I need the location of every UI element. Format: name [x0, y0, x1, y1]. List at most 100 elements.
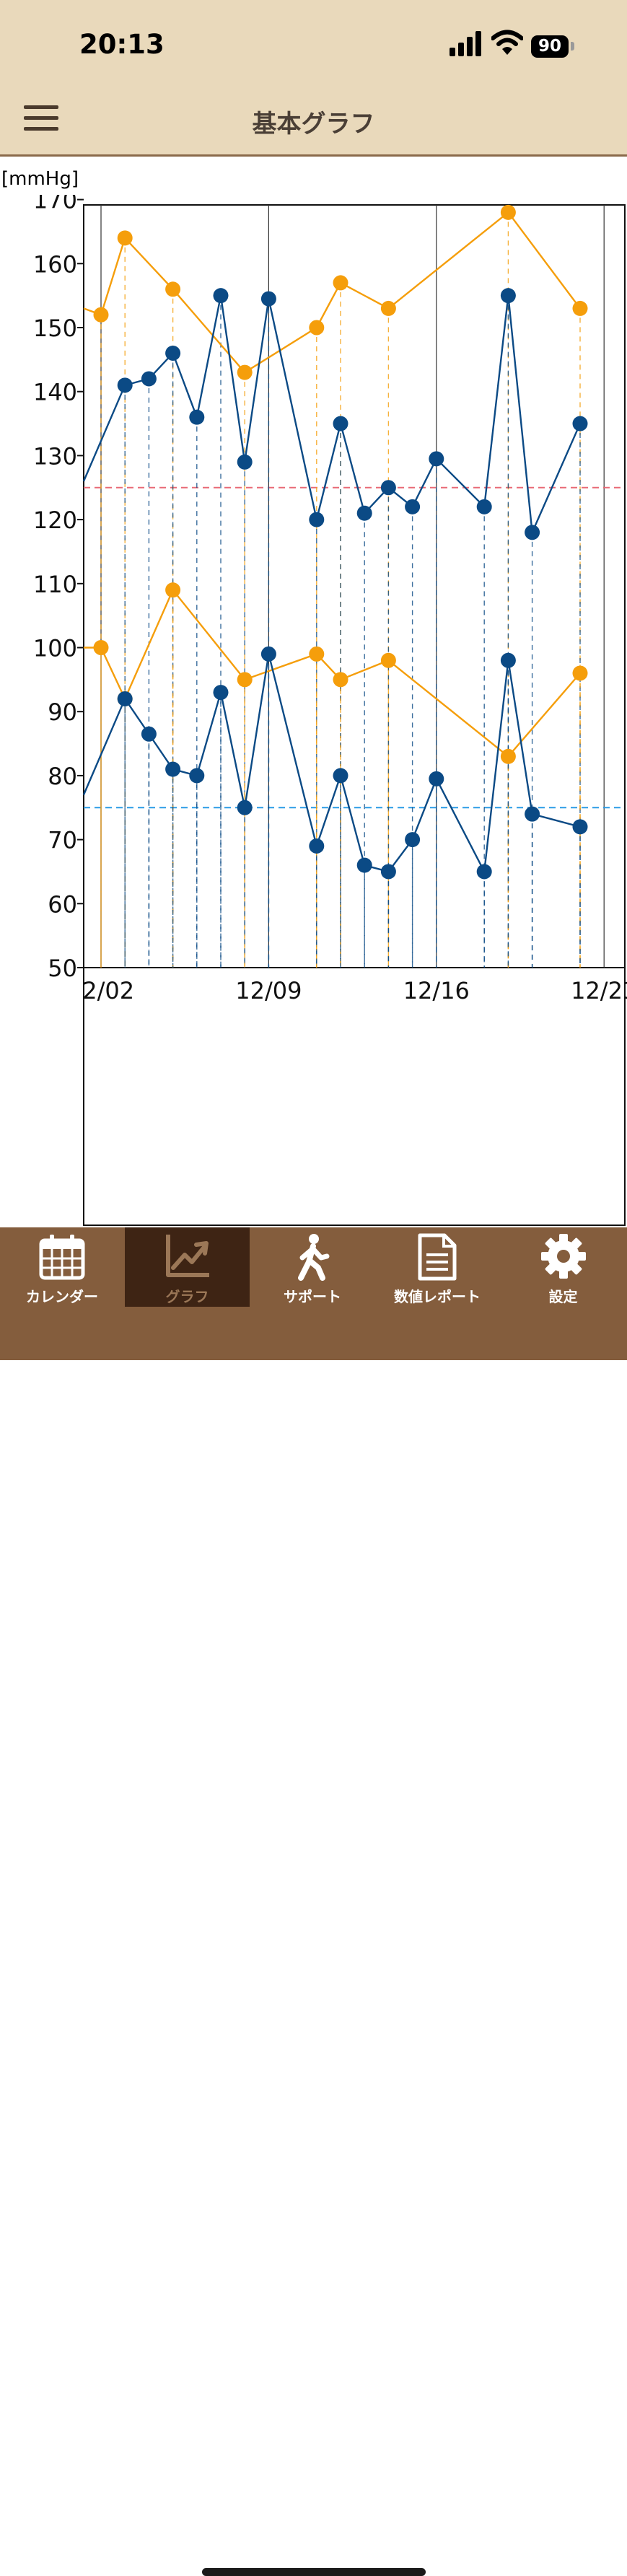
x-label-mask — [0, 969, 83, 1012]
data-point — [309, 320, 325, 336]
y-tick-label: 70 — [48, 827, 77, 854]
data-point — [333, 672, 348, 688]
data-point — [333, 768, 348, 784]
data-point — [476, 864, 492, 880]
data-point — [356, 857, 372, 873]
tab-report[interactable]: 数値レポート — [375, 1227, 499, 1307]
x-tick-label: 12/16 — [403, 977, 470, 1004]
bottom-tab-bar: カレンダー グラフ サポート 数値レポート — [0, 1227, 627, 2576]
data-point — [476, 499, 492, 514]
data-point — [93, 640, 109, 655]
y-tick-label: 140 — [33, 379, 77, 406]
chart-icon — [165, 1235, 209, 1277]
data-point — [260, 291, 276, 307]
battery-indicator: 90 — [531, 35, 569, 58]
data-point — [525, 806, 540, 822]
menu-line — [24, 105, 58, 109]
data-point — [260, 646, 276, 662]
data-point — [500, 204, 516, 220]
data-point — [213, 288, 229, 304]
data-point — [237, 364, 253, 380]
data-point — [500, 652, 516, 668]
tab-label: サポート — [284, 1288, 341, 1305]
data-point — [429, 451, 444, 467]
data-point — [405, 499, 421, 514]
y-tick-label: 110 — [33, 571, 77, 598]
y-tick-label: 50 — [48, 955, 77, 982]
data-point — [572, 300, 588, 316]
blood-pressure-chart[interactable]: 12/0212/0912/1612/2319018017016015014013… — [0, 195, 627, 1227]
data-point — [165, 281, 181, 297]
page-title: 基本グラフ — [252, 110, 375, 139]
data-point — [213, 685, 229, 701]
tab-settings[interactable]: 設定 — [499, 1227, 627, 1307]
tab-support[interactable]: サポート — [250, 1227, 375, 1307]
y-tick-label: 90 — [48, 698, 77, 726]
tab-label: 数値レポート — [394, 1288, 481, 1305]
tab-calendar[interactable]: カレンダー — [0, 1227, 124, 1307]
data-point — [237, 672, 253, 688]
series-line — [84, 588, 581, 758]
data-point — [309, 646, 325, 662]
x-tick-label: 12/09 — [235, 977, 302, 1004]
data-point — [237, 799, 253, 815]
data-point — [141, 726, 157, 742]
y-tick-label: 130 — [33, 442, 77, 470]
data-point — [356, 505, 372, 521]
data-point — [500, 748, 516, 764]
y-tick-label: 60 — [48, 890, 77, 918]
data-point — [380, 652, 396, 668]
home-indicator — [202, 2568, 426, 2576]
plot-frame — [83, 204, 626, 1226]
app-header: 20:13 90 基本グラフ — [0, 0, 627, 157]
data-point — [117, 691, 133, 706]
gear-icon — [540, 1234, 586, 1279]
data-point — [380, 300, 396, 316]
y-tick-label: 170 — [33, 195, 77, 214]
tab-graph[interactable]: グラフ — [125, 1227, 250, 1307]
x-tick-label: 12/23 — [571, 977, 627, 1004]
data-point — [572, 819, 588, 835]
data-point — [380, 864, 396, 880]
data-point — [333, 275, 348, 291]
data-point — [93, 307, 109, 323]
data-point — [117, 230, 133, 246]
tab-label: カレンダー — [26, 1288, 98, 1305]
data-point — [189, 409, 205, 425]
data-point — [165, 345, 181, 361]
menu-line — [24, 127, 58, 131]
menu-button[interactable] — [24, 105, 58, 133]
data-point — [117, 377, 133, 393]
data-point — [309, 512, 325, 527]
document-icon — [418, 1233, 457, 1281]
walking-person-icon — [298, 1234, 330, 1281]
data-point — [405, 832, 421, 848]
menu-line — [24, 116, 58, 120]
data-point — [572, 665, 588, 681]
y-tick-label: 100 — [33, 635, 77, 662]
y-tick-label: 80 — [48, 763, 77, 790]
calendar-icon — [39, 1235, 85, 1280]
y-tick-label: 150 — [33, 315, 77, 342]
data-point — [429, 771, 444, 787]
data-point — [189, 768, 205, 784]
y-tick-label: 160 — [33, 250, 77, 278]
y-tick-label: 120 — [33, 507, 77, 534]
data-point — [500, 288, 516, 304]
wifi-icon — [491, 30, 523, 55]
y-axis-unit-label: [mmHg] — [1, 168, 79, 190]
data-point — [165, 761, 181, 777]
data-point — [525, 525, 540, 540]
tab-label: グラフ — [165, 1288, 209, 1305]
data-point — [237, 454, 253, 470]
data-point — [380, 480, 396, 496]
data-point — [309, 838, 325, 854]
tab-label: 設定 — [548, 1288, 578, 1305]
data-point — [141, 371, 157, 387]
data-point — [333, 416, 348, 431]
battery-tip — [571, 42, 574, 51]
status-time: 20:13 — [79, 29, 165, 60]
cellular-signal-icon — [450, 31, 481, 56]
series-line — [82, 295, 582, 536]
data-point — [572, 416, 588, 431]
